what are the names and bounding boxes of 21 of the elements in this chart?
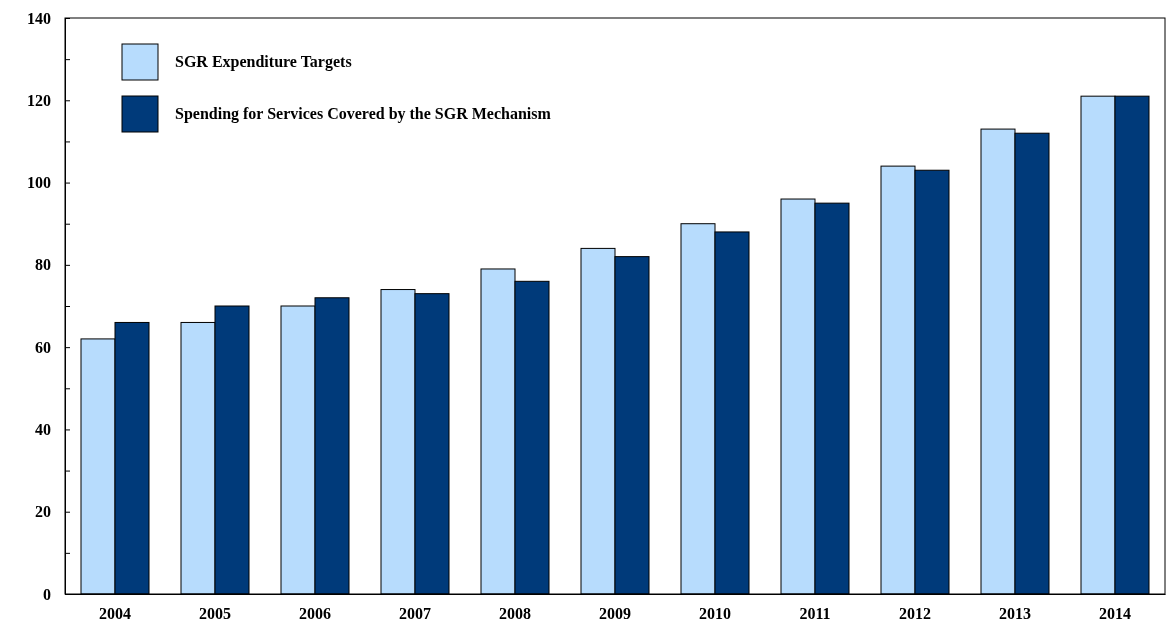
y-tick-label: 20 — [35, 503, 51, 521]
y-tick-label: 120 — [27, 91, 51, 109]
x-tick-label: 2007 — [399, 605, 431, 623]
legend-label: Spending for Services Covered by the SGR Mechanism — [175, 105, 552, 123]
y-tick-label: 60 — [35, 338, 51, 356]
x-tick-label: 2011 — [799, 605, 831, 623]
x-tick-label: 2008 — [499, 605, 531, 623]
x-tick-label: 2004 — [99, 605, 131, 623]
x-tick-label: 2014 — [1099, 605, 1131, 623]
legend-label: SGR Expenditure Targets — [175, 53, 352, 71]
y-tick-label: 140 — [27, 9, 51, 27]
x-tick-label: 2009 — [599, 605, 631, 623]
x-tick-label: 2013 — [999, 605, 1031, 623]
y-tick-label: 100 — [27, 174, 51, 192]
x-tick-label: 2006 — [299, 605, 331, 623]
x-tick-label: 2012 — [899, 605, 931, 623]
y-tick-label: 80 — [35, 256, 51, 274]
x-tick-label: 2010 — [699, 605, 731, 623]
y-tick-label: 40 — [35, 421, 51, 439]
x-tick-label: 2005 — [199, 605, 231, 623]
y-tick-label: 0 — [43, 585, 51, 603]
